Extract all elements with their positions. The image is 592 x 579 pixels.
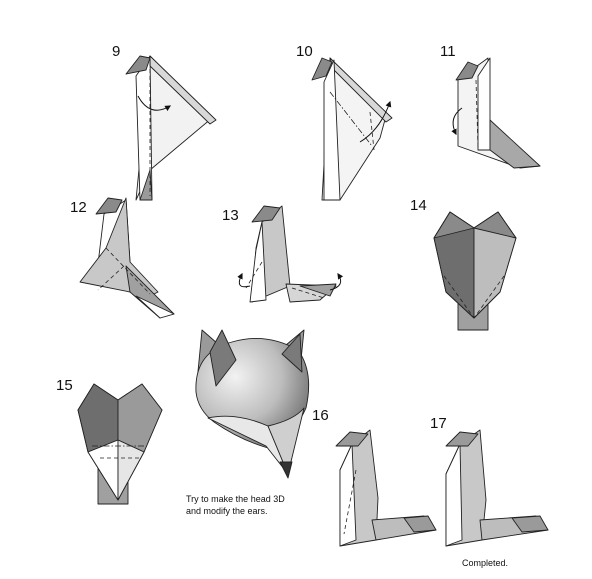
step-15-figure: 15 (56, 377, 163, 505)
fold-arrow-icon (137, 95, 172, 112)
step-13-figure: 13 (222, 205, 344, 303)
step-12-label: 12 (70, 199, 87, 216)
step-9-label: 9 (112, 43, 120, 60)
step-14-figure: 14 (410, 197, 517, 331)
step-17-figure: 17 (430, 415, 549, 547)
step-16-label: 16 (312, 407, 329, 424)
step-11-figure: 11 (440, 43, 541, 169)
note-line-1: Try to make the head 3D (186, 494, 285, 504)
step-10-label: 10 (296, 43, 313, 60)
step-15-label: 15 (56, 377, 73, 394)
step-11-label: 11 (440, 43, 456, 60)
step-13-label: 13 (222, 207, 239, 224)
step-12-figure: 12 (70, 197, 175, 319)
fold-arrow-icon (329, 273, 344, 291)
completed-label: Completed. (462, 558, 508, 568)
step-10-figure: 10 (296, 43, 393, 201)
step-16-figure: 16 (312, 407, 437, 547)
note-line-2: and modify the ears. (186, 506, 268, 516)
fold-arrow-icon (451, 107, 463, 136)
step-14-label: 14 (410, 197, 427, 214)
fold-arrow-icon (237, 272, 251, 288)
fox-head-3d (195, 329, 310, 479)
step-17-label: 17 (430, 415, 447, 432)
step-9-figure: 9 (112, 43, 217, 201)
fold-arrow-icon (359, 100, 392, 143)
